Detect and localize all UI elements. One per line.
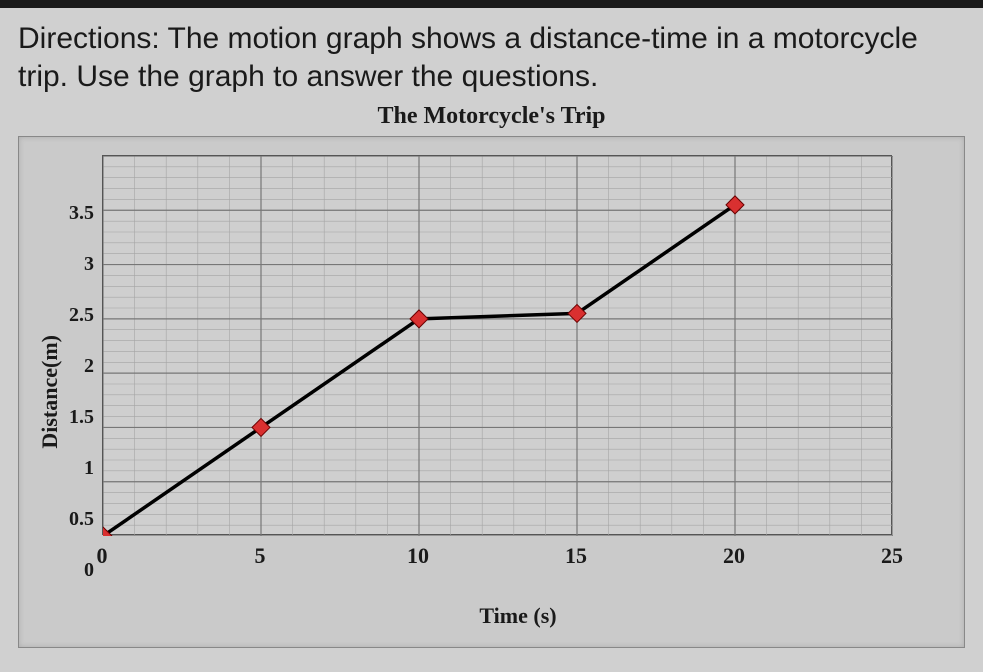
x-tick: 10 [407, 543, 429, 569]
x-tick: 5 [255, 543, 266, 569]
y-tick: 3.5 [69, 202, 94, 225]
y-axis-label: Distance(m) [37, 335, 63, 449]
chart-inner: Distance(m) 3.532.521.510.50 0510152025 … [37, 155, 934, 629]
x-tick: 20 [723, 543, 745, 569]
x-axis-label: Time (s) [102, 603, 934, 629]
plot-column: 0510152025 Time (s) [102, 155, 934, 629]
worksheet-page: Directions: The motion graph shows a dis… [0, 0, 983, 672]
x-tick: 25 [881, 543, 903, 569]
chart-container: Distance(m) 3.532.521.510.50 0510152025 … [18, 136, 965, 648]
y-tick: 0 [84, 559, 94, 582]
chart-svg [103, 156, 893, 536]
y-tick: 2 [84, 355, 94, 378]
y-tick: 0.5 [69, 508, 94, 531]
plot-area [102, 155, 892, 535]
x-tick: 15 [565, 543, 587, 569]
directions-text: Directions: The motion graph shows a dis… [0, 8, 983, 99]
chart-title: The Motorcycle's Trip [0, 103, 983, 130]
y-tick: 1.5 [69, 406, 94, 429]
y-tick: 3 [84, 253, 94, 276]
x-tick-labels: 0510152025 [102, 543, 892, 569]
x-tick: 0 [97, 543, 108, 569]
y-tick-labels: 3.5 3 2.5 2 1.5 1 0.5 0 [69, 202, 102, 582]
y-tick: 1 [84, 457, 94, 480]
y-tick: 2.5 [69, 304, 94, 327]
